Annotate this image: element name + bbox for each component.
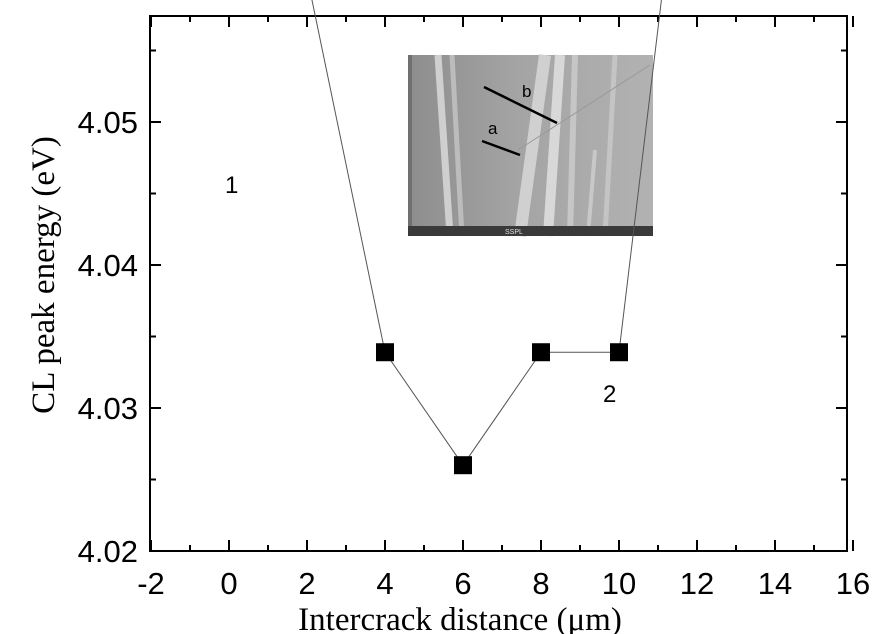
axis-ticks: [150, 16, 854, 552]
y-tick-label: 4.02: [78, 534, 138, 569]
sem-inset-image: b a SSPL: [408, 54, 653, 237]
series-label-1: 1: [225, 172, 238, 199]
series-2-line: [311, 0, 662, 467]
x-tick-label: 16: [836, 566, 870, 601]
series-2-point: [454, 456, 472, 475]
inset-info-bar: [408, 226, 653, 236]
series-label-2: 2: [603, 381, 616, 408]
y-tick-label: 4.04: [78, 248, 138, 283]
x-tick-label: 8: [532, 566, 549, 601]
inset-label-a: a: [488, 119, 498, 138]
x-tick-label: 0: [220, 566, 237, 601]
plot-frame: [149, 15, 848, 552]
series-2-point: [610, 343, 628, 362]
y-tick-label: 4.03: [78, 391, 138, 426]
series-markers: [376, 343, 628, 475]
inset-footer-text: SSPL: [505, 229, 523, 236]
x-tick-label: 10: [602, 566, 636, 601]
x-tick-label: 12: [680, 566, 714, 601]
x-tick-label: 6: [454, 566, 471, 601]
inset-line-a: [481, 139, 521, 157]
y-axis-title: CL peak energy (eV): [26, 136, 62, 414]
inset-line-b: [483, 85, 558, 125]
series-2-point: [532, 343, 550, 362]
series-lines: [311, 0, 662, 467]
x-axis-title: Intercrack distance (μm): [298, 602, 622, 634]
inset-label-b: b: [522, 82, 531, 101]
x-tick-label: -2: [137, 566, 165, 601]
x-tick-label: 4: [376, 566, 393, 601]
y-tick-label: 4.05: [78, 105, 138, 140]
series-2-point: [376, 343, 394, 362]
x-tick-label: 14: [758, 566, 792, 601]
x-tick-label: 2: [298, 566, 315, 601]
axis-tick-labels: -202468101214164.024.034.044.054.064.074…: [78, 105, 871, 601]
